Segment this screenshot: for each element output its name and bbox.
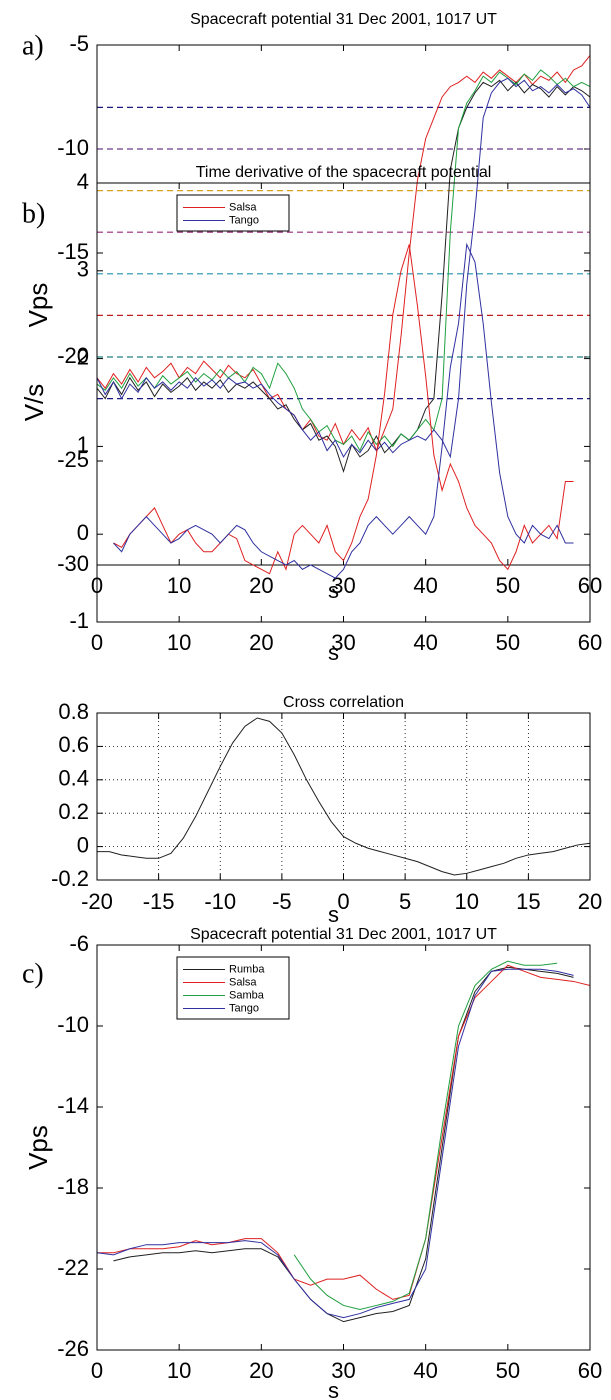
chart-title: Time derivative of the spacecraft potent… <box>196 164 492 181</box>
legend-box <box>176 194 290 232</box>
y-tick-label: -14 <box>57 1093 89 1118</box>
y-tick-label: -18 <box>57 1174 89 1199</box>
panel-label: c) <box>22 958 44 989</box>
chart-title: Spacecraft potential 31 Dec 2001, 1017 U… <box>190 926 497 943</box>
y-tick-label: 0 <box>77 832 89 857</box>
data-line <box>96 968 574 1319</box>
x-tick-label: -20 <box>81 889 113 914</box>
x-tick-label: 15 <box>516 889 540 914</box>
x-tick-label: 0 <box>337 889 349 914</box>
x-axis-label: s <box>328 578 339 603</box>
y-tick-label: 0 <box>77 520 89 545</box>
y-axis-label: Vps <box>23 283 53 328</box>
y-tick-label: -22 <box>57 1255 89 1280</box>
x-tick-label: 20 <box>578 889 602 914</box>
x-tick-label: 0 <box>91 1358 103 1383</box>
x-tick-label: 50 <box>496 1358 520 1383</box>
x-tick-label: 0 <box>91 630 103 655</box>
y-tick-label: 1 <box>77 432 89 457</box>
x-axis-label: s <box>328 640 339 665</box>
y-tick-label: -25 <box>57 447 89 472</box>
x-tick-label: 10 <box>167 573 191 598</box>
y-tick-label: -10 <box>57 1012 89 1037</box>
y-axis-label: V/s <box>19 384 49 422</box>
x-axis-label: s <box>328 902 339 927</box>
data-line <box>97 964 591 1300</box>
y-tick-label: 0.8 <box>58 699 89 724</box>
y-axis-label: Vps <box>23 1125 53 1170</box>
legend-label: Rumba <box>229 963 265 975</box>
x-tick-label: 60 <box>578 1358 602 1383</box>
legend-label: Tango <box>229 1002 259 1014</box>
y-tick-label: -5 <box>69 31 89 56</box>
x-tick-label: 40 <box>413 1358 437 1383</box>
x-tick-label: 10 <box>455 889 479 914</box>
x-tick-label: -5 <box>272 889 292 914</box>
y-tick-label: -30 <box>57 551 89 576</box>
x-tick-label: 30 <box>331 573 355 598</box>
legend-label: Samba <box>229 989 265 1001</box>
plot-frame <box>96 712 591 881</box>
x-tick-label: 20 <box>249 573 273 598</box>
x-tick-label: 20 <box>249 1358 273 1383</box>
y-tick-label: -0.2 <box>51 866 89 891</box>
y-tick-label: -20 <box>57 343 89 368</box>
x-tick-label: 10 <box>167 630 191 655</box>
y-tick-label: -6 <box>69 931 89 956</box>
legend-label: Tango <box>229 214 259 226</box>
x-tick-label: 40 <box>413 573 437 598</box>
x-tick-label: 20 <box>249 630 273 655</box>
data-line <box>96 79 591 474</box>
y-tick-label: -26 <box>57 1336 89 1361</box>
data-line <box>113 242 574 579</box>
x-tick-label: 50 <box>496 630 520 655</box>
legend-label: Salsa <box>229 201 257 213</box>
chart-title: Spacecraft potential 31 Dec 2001, 1017 U… <box>190 11 497 28</box>
x-axis-label: s <box>328 1378 339 1400</box>
y-tick-label: 2 <box>77 344 89 369</box>
panel-label: a) <box>22 30 44 61</box>
data-line <box>96 77 591 459</box>
x-tick-label: 40 <box>413 630 437 655</box>
x-tick-label: 5 <box>399 889 411 914</box>
panel-label: b) <box>22 198 45 229</box>
y-tick-label: -15 <box>57 239 89 264</box>
legend-label: Salsa <box>229 976 257 988</box>
y-tick-label: 0.4 <box>58 766 89 791</box>
plot-frame <box>96 944 591 1351</box>
x-tick-label: 10 <box>167 1358 191 1383</box>
data-line <box>113 966 574 1323</box>
data-line <box>113 244 574 575</box>
plot-frame <box>96 182 591 623</box>
x-tick-label: 30 <box>331 1358 355 1383</box>
y-tick-label: 0.2 <box>58 799 89 824</box>
x-tick-label: -10 <box>204 889 236 914</box>
data-line <box>96 69 591 452</box>
x-tick-label: 50 <box>496 573 520 598</box>
x-tick-label: 60 <box>578 630 602 655</box>
y-tick-label: -10 <box>57 135 89 160</box>
plot-frame <box>96 44 591 566</box>
x-tick-label: -15 <box>143 889 175 914</box>
y-tick-label: 4 <box>77 169 89 194</box>
data-line <box>97 717 591 876</box>
chart-title: Cross correlation <box>283 694 404 711</box>
y-tick-label: -1 <box>69 608 89 633</box>
data-line <box>96 55 591 453</box>
data-line <box>293 960 558 1311</box>
y-tick-label: 0.6 <box>58 732 89 757</box>
y-tick-label: 3 <box>77 257 89 282</box>
x-tick-label: 30 <box>331 630 355 655</box>
